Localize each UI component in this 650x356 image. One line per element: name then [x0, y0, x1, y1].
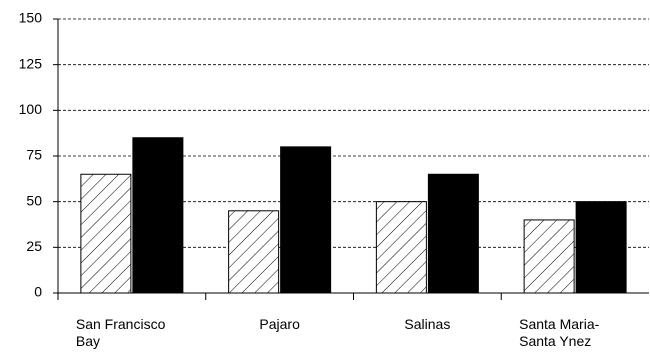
bar [132, 137, 184, 294]
x-tick-label-box: Salinas [354, 316, 502, 333]
bar [427, 173, 479, 294]
x-tick-label-box: Pajaro [206, 316, 354, 333]
y-tick-label: 100 [19, 101, 43, 117]
x-tick-label-box: Santa Maria-Santa Ynez [501, 316, 649, 350]
bar [228, 210, 280, 294]
bar [80, 173, 132, 294]
bar [575, 201, 627, 294]
bar [523, 219, 575, 294]
x-tick-label: San Francisco Bay [75, 316, 166, 349]
x-tick-label: Santa Maria-Santa Ynez [519, 316, 600, 349]
y-tick-label: 50 [26, 192, 42, 208]
x-tick-label-box: San Francisco Bay [58, 316, 206, 350]
bar [375, 201, 427, 294]
y-tick-label: 75 [26, 147, 42, 163]
y-tick-label: 25 [26, 238, 42, 254]
y-tick-label: 150 [19, 10, 43, 26]
bar [280, 146, 332, 294]
x-tick-label: Pajaro [259, 316, 300, 332]
x-tick-label: Salinas [404, 316, 451, 332]
y-tick-label: 0 [34, 284, 42, 300]
y-tick-label: 125 [19, 55, 43, 71]
